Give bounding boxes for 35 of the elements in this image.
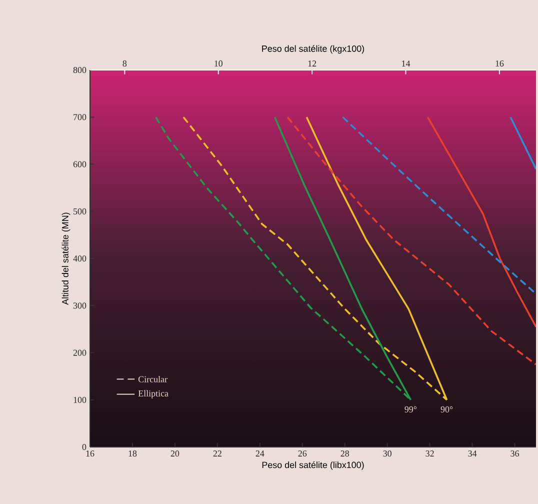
x-axis-title: Peso del satélite (libx100) — [262, 461, 364, 470]
annotation: 90° — [440, 406, 453, 412]
y-tick-label: 200 — [73, 350, 86, 356]
x2-tick-label: 16 — [496, 60, 504, 66]
y-tick-label: 400 — [73, 255, 86, 262]
y-tick-label: 300 — [73, 302, 86, 309]
x-tick-label: 36 — [510, 450, 519, 457]
line-series — [342, 116, 536, 295]
x-tick-label: 20 — [170, 450, 180, 457]
y-tick-label: 700 — [74, 114, 86, 120]
y-axis-title: Altitud del satélite (MN) — [62, 212, 70, 305]
y-tick-label: 0 — [82, 444, 86, 450]
x2-tick-label: 10 — [214, 60, 223, 66]
y-tick-label: 800 — [73, 66, 86, 74]
annotation: 99° — [404, 406, 417, 412]
x-tick-label: 16 — [86, 450, 94, 457]
y-tick-label: 600 — [73, 161, 86, 168]
x-tick-label: 22 — [213, 450, 222, 456]
y-tick-label: 100 — [74, 396, 86, 403]
x-tick-label: 30 — [383, 450, 392, 457]
line-series — [426, 116, 536, 328]
annotation: Circular — [138, 376, 168, 382]
x-tick-label: 34 — [468, 450, 477, 457]
x2-tick-label: 14 — [402, 60, 410, 66]
x-tick-label: 28 — [340, 450, 349, 457]
x-tick-label: 18 — [128, 450, 137, 457]
x-tick-label: 26 — [298, 450, 307, 457]
x2-axis-title: Peso del satélite (kgx100) — [262, 45, 364, 54]
x2-tick-label: 12 — [308, 60, 316, 66]
x2-tick-label: 8 — [122, 60, 127, 66]
x-tick-label: 24 — [256, 450, 264, 456]
line-series — [286, 116, 536, 366]
x-tick-label: 32 — [426, 450, 434, 457]
annotation: Elliptica — [138, 390, 168, 398]
y-tick-label: 500 — [74, 208, 86, 214]
